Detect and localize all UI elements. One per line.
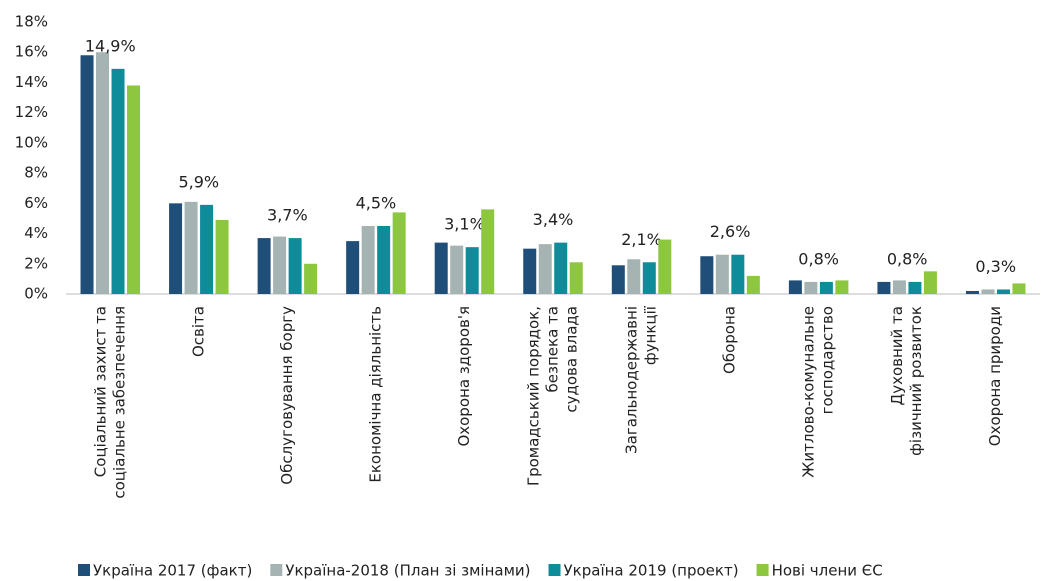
bar	[877, 281, 891, 294]
x-tick-label: Охорона природи	[986, 306, 1004, 446]
bar	[200, 204, 214, 294]
bar	[731, 254, 745, 294]
x-tick-label: Громадський порядок,	[525, 306, 543, 486]
data-label: 2,6%	[710, 222, 751, 241]
bar	[450, 245, 464, 294]
x-tick-label: Оборона	[721, 306, 739, 374]
y-tick-label: 14%	[15, 73, 48, 91]
bar	[1012, 283, 1026, 294]
x-tick-label: Загальнодержавні	[623, 306, 641, 454]
y-tick-label: 18%	[15, 13, 48, 31]
x-tick-label: безпека та	[544, 306, 562, 392]
x-tick-label: судова влада	[563, 306, 581, 413]
legend-label: Нові члени ЄС	[772, 562, 883, 580]
x-tick-label: Соціальний захист та	[91, 306, 109, 477]
bar	[523, 248, 537, 294]
legend-swatch	[756, 564, 769, 576]
y-tick-label: 4%	[24, 224, 48, 242]
legend-swatch	[270, 564, 283, 576]
legend-swatch	[548, 564, 561, 576]
legend-label: Україна-2018 (План зі змінами)	[285, 562, 530, 580]
bar	[908, 281, 922, 294]
legend-label: Україна 2017 (факт)	[93, 562, 252, 580]
bar	[434, 242, 448, 294]
x-tick-label: Житлово-комунальне	[800, 306, 818, 478]
bar	[804, 281, 818, 294]
data-label: 4,5%	[356, 194, 397, 213]
bar	[554, 242, 568, 294]
bar	[184, 201, 198, 294]
bar	[835, 280, 849, 294]
bar	[169, 203, 183, 294]
y-tick-label: 8%	[24, 164, 48, 182]
bar	[892, 280, 906, 294]
bar	[257, 238, 271, 294]
x-tick-label: соціальне забезпечення	[110, 306, 128, 499]
bar	[346, 241, 360, 294]
data-label: 0,8%	[798, 249, 839, 268]
bar	[700, 256, 714, 294]
bar	[611, 265, 625, 294]
bar	[627, 259, 641, 294]
data-label: 14,9%	[85, 36, 136, 55]
data-label: 0,8%	[887, 249, 928, 268]
bar	[392, 212, 406, 294]
bar	[981, 289, 995, 294]
bar	[996, 289, 1010, 294]
bar	[273, 236, 287, 294]
legend-label: Україна 2019 (проект)	[564, 562, 739, 580]
bar	[377, 226, 391, 294]
bar	[658, 239, 672, 294]
data-label: 3,1%	[444, 215, 485, 234]
bar	[715, 254, 729, 294]
bar	[569, 262, 583, 294]
x-tick-label: Охорона здоров'я	[455, 306, 473, 447]
data-label: 5,9%	[178, 172, 219, 191]
legend-swatch	[78, 564, 90, 576]
bar	[746, 275, 760, 294]
bar	[538, 244, 552, 294]
bar	[923, 271, 937, 294]
y-tick-label: 6%	[24, 194, 48, 212]
bar	[215, 219, 229, 294]
x-tick-label: Обслуговування боргу	[278, 306, 296, 485]
y-tick-label: 16%	[15, 43, 48, 61]
x-tick-label: Економічна діяльність	[366, 306, 384, 483]
y-tick-label: 10%	[15, 133, 48, 151]
bar	[80, 55, 94, 294]
bar	[642, 262, 656, 294]
data-label: 3,4%	[533, 210, 574, 229]
x-tick-label: функції	[642, 305, 660, 365]
bar	[361, 226, 375, 294]
bar	[304, 263, 318, 294]
x-tick-label: фізичний розвиток	[907, 306, 925, 456]
bar	[788, 280, 802, 294]
bar	[465, 247, 479, 294]
bar	[965, 290, 979, 294]
x-tick-label: господарство	[819, 306, 837, 414]
bar	[127, 85, 141, 294]
bar	[288, 238, 302, 294]
bar	[96, 52, 110, 294]
data-label: 2,1%	[621, 230, 662, 249]
data-label: 3,7%	[267, 206, 308, 225]
data-label: 0,3%	[975, 257, 1016, 276]
x-tick-label: Духовний та	[888, 306, 906, 406]
y-tick-label: 2%	[24, 254, 48, 272]
bar	[819, 281, 833, 294]
y-tick-label: 0%	[24, 285, 48, 303]
bar	[111, 68, 125, 294]
y-tick-label: 12%	[15, 103, 48, 121]
x-tick-label: Освіта	[189, 306, 207, 357]
bar	[481, 209, 495, 294]
